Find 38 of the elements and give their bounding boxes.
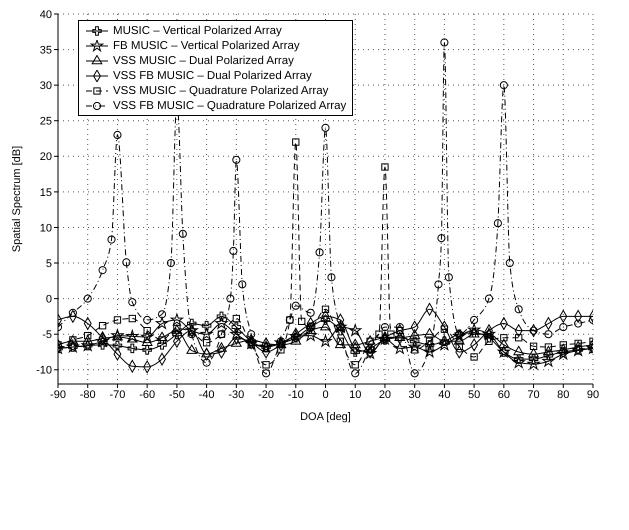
- x-tick-label: -90: [50, 388, 66, 401]
- x-tick-label: 20: [378, 388, 392, 401]
- x-tick-label: 50: [468, 388, 480, 401]
- y-tick-label: 0: [46, 294, 52, 306]
- x-tick-label: -20: [258, 388, 274, 401]
- y-tick-label: 30: [40, 80, 52, 92]
- y-tick-label: 15: [40, 186, 52, 199]
- legend-label: FB MUSIC – Vertical Polarized Array: [113, 40, 300, 52]
- x-tick-label: 30: [408, 388, 421, 401]
- x-tick-label: -40: [198, 388, 215, 401]
- y-tick-label: 40: [40, 8, 52, 21]
- x-axis-title: DOA [deg]: [300, 411, 351, 423]
- y-tick-label: 10: [40, 222, 52, 234]
- x-tick-label: -60: [139, 388, 156, 401]
- x-tick-label: 0: [322, 388, 329, 401]
- x-tick-label: 80: [557, 388, 570, 401]
- x-tick-label: -80: [80, 388, 96, 401]
- y-tick-label: -10: [36, 364, 52, 377]
- y-tick-label: 35: [40, 44, 52, 56]
- y-tick-label: -5: [42, 329, 52, 342]
- x-tick-label: -30: [228, 388, 244, 401]
- x-tick-label: -10: [288, 388, 304, 401]
- legend-label: VSS FB MUSIC – Dual Polarized Array: [113, 70, 312, 82]
- x-tick-label: 90: [586, 388, 600, 401]
- legend-label: VSS MUSIC – Dual Polarized Array: [113, 54, 294, 66]
- legend-label: VSS FB MUSIC – Quadrature Polarized Array: [113, 100, 346, 112]
- y-tick-label: 5: [46, 258, 52, 270]
- y-tick-label: 20: [40, 151, 52, 164]
- legend-label: MUSIC – Vertical Polarized Array: [113, 24, 282, 36]
- x-tick-label: 60: [498, 388, 510, 401]
- x-tick-label: -70: [109, 388, 126, 401]
- x-tick-label: 70: [527, 388, 540, 401]
- x-tick-label: 10: [349, 388, 362, 401]
- legend-label: VSS MUSIC – Quadrature Polarized Array: [113, 84, 328, 96]
- y-tick-label: 25: [40, 116, 52, 128]
- x-tick-label: -50: [168, 388, 185, 401]
- x-tick-label: 40: [438, 388, 451, 401]
- y-axis-title: Spatial Spectrum [dB]: [10, 146, 23, 252]
